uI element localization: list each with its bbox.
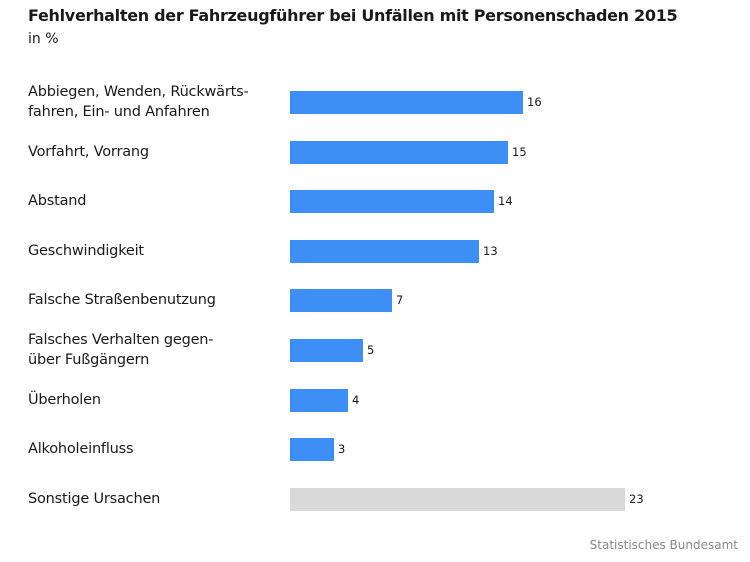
value-label: 13 bbox=[483, 244, 498, 258]
category-label: Alkoholeinfluss bbox=[28, 439, 134, 459]
category-label-line: Überholen bbox=[28, 392, 101, 408]
category-label-line: Abstand bbox=[28, 193, 87, 209]
category-label: Abstand bbox=[28, 191, 86, 211]
category-label-line: Alkoholeinfluss bbox=[28, 441, 134, 457]
category-label-line: Sonstige Ursachen bbox=[28, 491, 161, 507]
category-label: Sonstige Ursachen bbox=[28, 489, 160, 509]
bar bbox=[290, 488, 625, 511]
value-label: 14 bbox=[498, 194, 513, 208]
value-label: 23 bbox=[629, 492, 644, 506]
bar bbox=[290, 389, 348, 412]
category-label-line: Geschwindigkeit bbox=[28, 243, 144, 259]
category-label-line: Falsche Straßenbenutzung bbox=[28, 292, 216, 308]
category-label-line: Vorfahrt, Vorrang bbox=[28, 144, 149, 160]
category-label-line: Abbiegen, Wenden, Rückwärts- bbox=[28, 84, 249, 100]
chart-subtitle: in % bbox=[28, 31, 59, 47]
category-label: Falsches Verhalten gegen-über Fußgängern bbox=[28, 330, 214, 370]
category-label: Vorfahrt, Vorrang bbox=[28, 142, 149, 162]
category-label: Abbiegen, Wenden, Rückwärts-fahren, Ein-… bbox=[28, 82, 249, 122]
bar bbox=[290, 190, 494, 213]
value-label: 3 bbox=[338, 442, 346, 456]
bar bbox=[290, 438, 334, 461]
bar bbox=[290, 240, 479, 263]
value-label: 4 bbox=[352, 393, 360, 407]
category-label: Falsche Straßenbenutzung bbox=[28, 290, 216, 310]
bar bbox=[290, 141, 508, 164]
source-credit: Statistisches Bundesamt bbox=[589, 538, 738, 552]
chart-title: Fehlverhalten der Fahrzeugführer bei Unf… bbox=[28, 6, 678, 25]
category-label-line: über Fußgängern bbox=[28, 352, 150, 368]
category-label: Geschwindigkeit bbox=[28, 241, 144, 261]
value-label: 7 bbox=[396, 293, 404, 307]
bar bbox=[290, 91, 523, 114]
value-label: 15 bbox=[512, 145, 527, 159]
category-label-line: fahren, Ein- und Anfahren bbox=[28, 104, 210, 120]
value-label: 16 bbox=[527, 95, 542, 109]
bar bbox=[290, 289, 392, 312]
value-label: 5 bbox=[367, 343, 375, 357]
bar bbox=[290, 339, 363, 362]
category-label-line: Falsches Verhalten gegen- bbox=[28, 332, 214, 348]
category-label: Überholen bbox=[28, 390, 101, 410]
